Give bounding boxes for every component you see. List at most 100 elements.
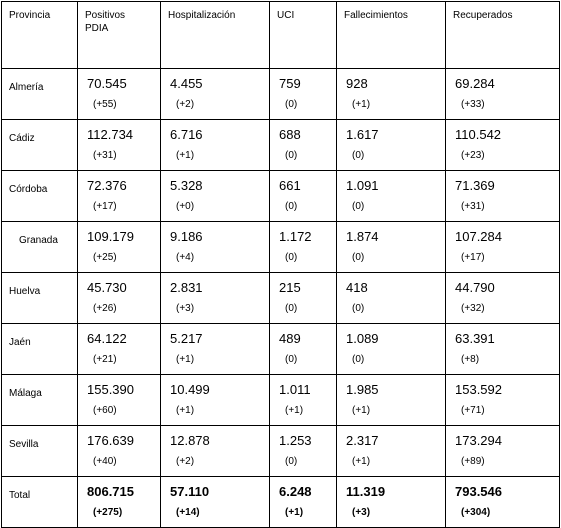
provincia-cell: Huelva — [1, 272, 78, 324]
recuperados-value: 153.592 — [455, 382, 502, 397]
positivos-cell: 109.179 (+25) — [77, 221, 161, 273]
recuperados-cell: 63.391 (+8) — [445, 323, 560, 375]
uci-value: 489 — [279, 331, 301, 346]
fallecimientos-change: (+1) — [352, 456, 371, 467]
hospitalizacion-value: 10.499 — [170, 382, 210, 397]
fallecimientos-cell: 1.985 (+1) — [336, 374, 446, 426]
uci-cell: 661 (0) — [269, 170, 337, 222]
uci-change: (0) — [285, 252, 298, 263]
table-row: Almería 70.545 (+55) 4.455 (+2) 759 (0) 928 (+1)… — [1, 68, 560, 120]
hospitalizacion-change: (+1) — [176, 354, 195, 365]
provincia-cell: Granada — [1, 221, 78, 273]
hospitalizacion-value: 9.186 — [170, 229, 203, 244]
fallecimientos-change: (0) — [352, 354, 365, 365]
positivos-change: (+21) — [93, 354, 117, 365]
positivos-cell: 155.390 (+60) — [77, 374, 161, 426]
hospitalizacion-cell: 5.328 (+0) — [160, 170, 270, 222]
hospitalizacion-value: 6.716 — [170, 127, 203, 142]
positivos-change: (+275) — [93, 507, 123, 518]
uci-cell: 759 (0) — [269, 68, 337, 120]
provincia-cell: Almería — [1, 68, 78, 120]
header-positivos-label: Positivos PDIA — [85, 10, 126, 34]
provincia-cell: Total — [1, 476, 78, 528]
header-uci: UCI — [269, 1, 337, 69]
fallecimientos-change: (0) — [352, 201, 365, 212]
recuperados-cell: 173.294 (+89) — [445, 425, 560, 477]
positivos-change: (+60) — [93, 405, 117, 416]
uci-value: 6.248 — [279, 484, 312, 499]
recuperados-change: (+8) — [461, 354, 480, 365]
fallecimientos-value: 2.317 — [346, 433, 379, 448]
recuperados-value: 69.284 — [455, 76, 495, 91]
recuperados-value: 44.790 — [455, 280, 495, 295]
table-row: Córdoba 72.376 (+17) 5.328 (+0) 661 (0) 1.091 (0… — [1, 170, 560, 222]
uci-change: (0) — [285, 303, 298, 314]
uci-value: 661 — [279, 178, 301, 193]
hospitalizacion-cell: 6.716 (+1) — [160, 119, 270, 171]
uci-change: (+1) — [285, 507, 304, 518]
hospitalizacion-value: 5.328 — [170, 178, 203, 193]
hospitalizacion-change: (+1) — [176, 405, 195, 416]
uci-cell: 489 (0) — [269, 323, 337, 375]
provincia-cell: Jaén — [1, 323, 78, 375]
recuperados-cell: 153.592 (+71) — [445, 374, 560, 426]
hospitalizacion-cell: 9.186 (+4) — [160, 221, 270, 273]
table-row: Málaga 155.390 (+60) 10.499 (+1) 1.011 (+1) 1.9… — [1, 374, 560, 426]
hospitalizacion-value: 4.455 — [170, 76, 203, 91]
positivos-change: (+31) — [93, 150, 117, 161]
uci-value: 688 — [279, 127, 301, 142]
hospitalizacion-change: (+2) — [176, 456, 195, 467]
fallecimientos-cell: 1.091 (0) — [336, 170, 446, 222]
hospitalizacion-cell: 5.217 (+1) — [160, 323, 270, 375]
fallecimientos-cell: 2.317 (+1) — [336, 425, 446, 477]
recuperados-cell: 69.284 (+33) — [445, 68, 560, 120]
fallecimientos-value: 1.985 — [346, 382, 379, 397]
fallecimientos-cell: 1.089 (0) — [336, 323, 446, 375]
positivos-change: (+26) — [93, 303, 117, 314]
uci-value: 1.253 — [279, 433, 312, 448]
fallecimientos-value: 418 — [346, 280, 368, 295]
uci-cell: 215 (0) — [269, 272, 337, 324]
positivos-change: (+55) — [93, 99, 117, 110]
uci-change: (0) — [285, 456, 298, 467]
table-row: Sevilla 176.639 (+40) 12.878 (+2) 1.253 (0) 2.3… — [1, 425, 560, 477]
hospitalizacion-change: (+14) — [176, 507, 200, 518]
positivos-value: 64.122 — [87, 331, 127, 346]
uci-change: (0) — [285, 354, 298, 365]
positivos-value: 112.734 — [87, 127, 134, 142]
recuperados-change: (+17) — [461, 252, 485, 263]
table-row: Jaén 64.122 (+21) 5.217 (+1) 489 (0) 1.089 (0) 63… — [1, 323, 560, 375]
positivos-value: 806.715 — [87, 484, 134, 499]
positivos-cell: 176.639 (+40) — [77, 425, 161, 477]
positivos-value: 72.376 — [87, 178, 127, 193]
positivos-change: (+25) — [93, 252, 117, 263]
uci-value: 1.011 — [279, 382, 311, 397]
header-fallecimientos: Fallecimientos — [336, 1, 446, 69]
hospitalizacion-change: (+3) — [176, 303, 195, 314]
header-row: Provincia Positivos PDIA Hospitalización… — [1, 1, 560, 69]
recuperados-value: 63.391 — [455, 331, 495, 346]
hospitalizacion-value: 12.878 — [170, 433, 210, 448]
recuperados-change: (+304) — [461, 507, 491, 518]
positivos-cell: 806.715 (+275) — [77, 476, 161, 528]
recuperados-value: 793.546 — [455, 484, 502, 499]
positivos-cell: 64.122 (+21) — [77, 323, 161, 375]
recuperados-change: (+71) — [461, 405, 485, 416]
provincia-cell: Cádiz — [1, 119, 78, 171]
fallecimientos-cell: 418 (0) — [336, 272, 446, 324]
provincia-cell: Sevilla — [1, 425, 78, 477]
recuperados-change: (+89) — [461, 456, 485, 467]
uci-value: 215 — [279, 280, 301, 295]
recuperados-change: (+31) — [461, 201, 485, 212]
hospitalizacion-cell: 2.831 (+3) — [160, 272, 270, 324]
hospitalizacion-cell: 4.455 (+2) — [160, 68, 270, 120]
hospitalizacion-change: (+0) — [176, 201, 195, 212]
fallecimientos-cell: 928 (+1) — [336, 68, 446, 120]
fallecimientos-change: (0) — [352, 150, 365, 161]
recuperados-cell: 110.542 (+23) — [445, 119, 560, 171]
hospitalizacion-cell: 57.110 (+14) — [160, 476, 270, 528]
fallecimientos-change: (+3) — [352, 507, 371, 518]
header-provincia: Provincia — [1, 1, 78, 69]
hospitalizacion-value: 5.217 — [170, 331, 203, 346]
